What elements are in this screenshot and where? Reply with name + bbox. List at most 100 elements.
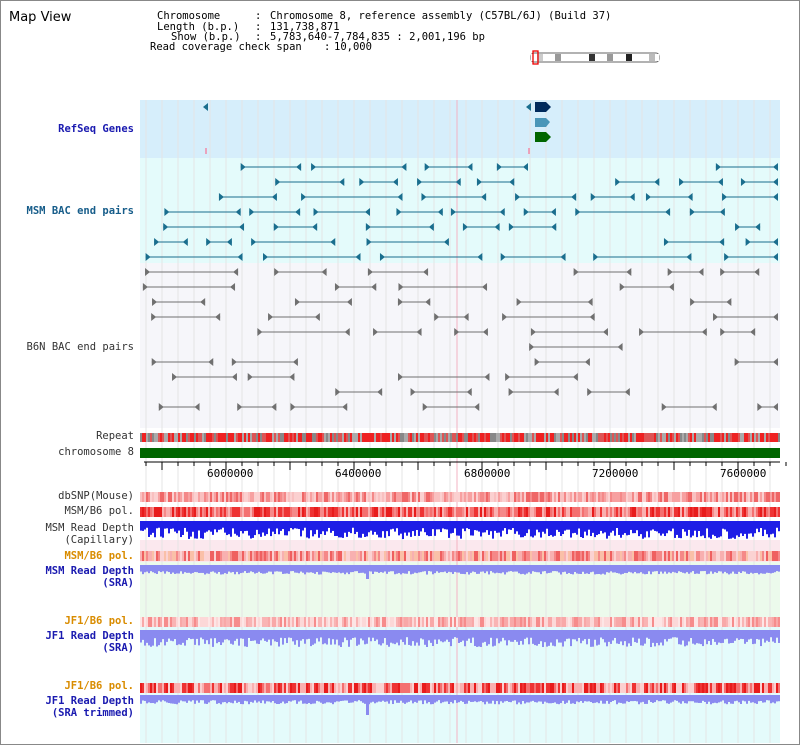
heat-segment bbox=[674, 492, 676, 502]
heat-segment bbox=[214, 492, 216, 502]
heat-segment bbox=[400, 617, 402, 627]
ideogram-band bbox=[561, 54, 589, 61]
depth-bar bbox=[632, 521, 634, 534]
chromosome-label[interactable]: chromosome 8 bbox=[58, 446, 134, 458]
heat-segment bbox=[608, 617, 610, 627]
b6n-bac-pair-end bbox=[754, 268, 760, 276]
heat-segment bbox=[160, 507, 162, 517]
depth-bar bbox=[430, 521, 432, 537]
heat-segment bbox=[354, 683, 356, 693]
depth-bar bbox=[486, 695, 488, 702]
depth-bar bbox=[544, 565, 546, 572]
repeat-segment bbox=[740, 433, 742, 442]
b6n-bac-pair-end bbox=[619, 283, 625, 291]
depth-bar bbox=[370, 630, 372, 642]
heat-segment bbox=[190, 507, 192, 517]
msm-b6-pol-2-label[interactable]: MSM/B6 pol. bbox=[64, 550, 134, 562]
msm-bac-track-bg bbox=[140, 158, 780, 263]
repeat-segment bbox=[176, 433, 178, 442]
depth-bar bbox=[732, 630, 734, 643]
gene-feature bbox=[526, 103, 531, 111]
jf1-read-depth-label[interactable]: JF1 Read Depth (SRA) bbox=[45, 630, 134, 654]
depth-bar bbox=[416, 695, 418, 703]
repeat-segment bbox=[692, 433, 694, 442]
depth-bar bbox=[520, 521, 522, 538]
repeat-segment bbox=[714, 433, 716, 442]
depth-bar bbox=[236, 695, 238, 703]
depth-bar bbox=[692, 630, 694, 644]
depth-bar bbox=[358, 565, 360, 574]
repeat-segment bbox=[370, 433, 372, 442]
heat-segment bbox=[204, 492, 206, 502]
heat-segment bbox=[434, 492, 436, 502]
depth-bar bbox=[494, 630, 496, 646]
depth-bar bbox=[748, 630, 750, 640]
heat-segment bbox=[312, 507, 314, 517]
heat-segment bbox=[710, 683, 712, 693]
heat-segment bbox=[334, 683, 336, 693]
msm-read-depth-cap-line2: (Capillary) bbox=[64, 533, 134, 546]
b6n-bac-pair-end bbox=[639, 328, 645, 336]
depth-bar bbox=[408, 521, 410, 533]
depth-bar bbox=[404, 521, 406, 533]
dbsnp-label[interactable]: dbSNP(Mouse) bbox=[58, 490, 134, 502]
jf1-b6-pol-label[interactable]: JF1/B6 pol. bbox=[64, 615, 134, 627]
heat-segment bbox=[462, 507, 464, 517]
heat-segment bbox=[200, 551, 202, 561]
heat-segment bbox=[224, 683, 226, 693]
depth-bar bbox=[362, 565, 364, 573]
heat-segment bbox=[240, 507, 242, 517]
depth-bar bbox=[638, 695, 640, 705]
depth-bar bbox=[278, 565, 280, 572]
heat-segment bbox=[744, 492, 746, 502]
heat-segment bbox=[194, 492, 196, 502]
depth-bar bbox=[514, 521, 516, 534]
repeat-segment bbox=[218, 433, 220, 442]
refseq-genes-label[interactable]: RefSeq Genes bbox=[58, 123, 134, 135]
heat-segment bbox=[558, 551, 560, 561]
repeat-segment bbox=[320, 433, 322, 442]
heat-segment bbox=[776, 507, 778, 517]
heat-segment bbox=[758, 683, 760, 693]
msm-bac-label[interactable]: MSM BAC end pairs bbox=[26, 205, 134, 217]
heat-segment bbox=[224, 617, 226, 627]
repeat-segment bbox=[508, 433, 510, 442]
show-label: Show (b.p.) bbox=[171, 31, 241, 43]
depth-bar bbox=[658, 565, 660, 575]
depth-bar bbox=[708, 565, 710, 574]
heat-segment bbox=[532, 683, 534, 693]
heat-segment bbox=[730, 507, 732, 517]
heat-segment bbox=[238, 617, 240, 627]
b6n-bac-label[interactable]: B6N BAC end pairs bbox=[26, 341, 134, 353]
depth-bar bbox=[764, 695, 766, 703]
heat-segment bbox=[336, 492, 338, 502]
jf1-b6-pol-2-label[interactable]: JF1/B6 pol. bbox=[64, 680, 134, 692]
heat-segment bbox=[270, 683, 272, 693]
heat-segment bbox=[298, 617, 300, 627]
repeat-segment bbox=[650, 433, 652, 442]
msm-b6-pol-label[interactable]: MSM/B6 pol. bbox=[64, 505, 134, 517]
depth-bar bbox=[622, 521, 624, 535]
depth-bar bbox=[580, 630, 582, 644]
heat-segment bbox=[328, 617, 330, 627]
depth-bar bbox=[500, 695, 502, 702]
heat-segment bbox=[310, 617, 312, 627]
msm-read-depth-sra-label[interactable]: MSM Read Depth (SRA) bbox=[45, 565, 134, 589]
depth-bar bbox=[510, 521, 512, 530]
msm-read-depth-cap-label[interactable]: MSM Read Depth (Capillary) bbox=[45, 522, 134, 546]
depth-bar bbox=[734, 565, 736, 574]
jf1-read-depth-trim-label[interactable]: JF1 Read Depth (SRA trimmed) bbox=[45, 695, 134, 719]
heat-segment bbox=[380, 507, 382, 517]
depth-bar bbox=[370, 565, 372, 572]
b6n-bac-pair-end bbox=[553, 388, 559, 396]
depth-bar bbox=[646, 565, 648, 575]
repeat-segment bbox=[290, 433, 292, 442]
repeat-label[interactable]: Repeat bbox=[96, 430, 134, 442]
depth-bar bbox=[152, 695, 154, 704]
heat-segment bbox=[496, 551, 498, 561]
heat-segment bbox=[370, 551, 372, 561]
heat-segment bbox=[692, 617, 694, 627]
heat-segment bbox=[690, 551, 692, 561]
depth-bar bbox=[394, 695, 396, 701]
